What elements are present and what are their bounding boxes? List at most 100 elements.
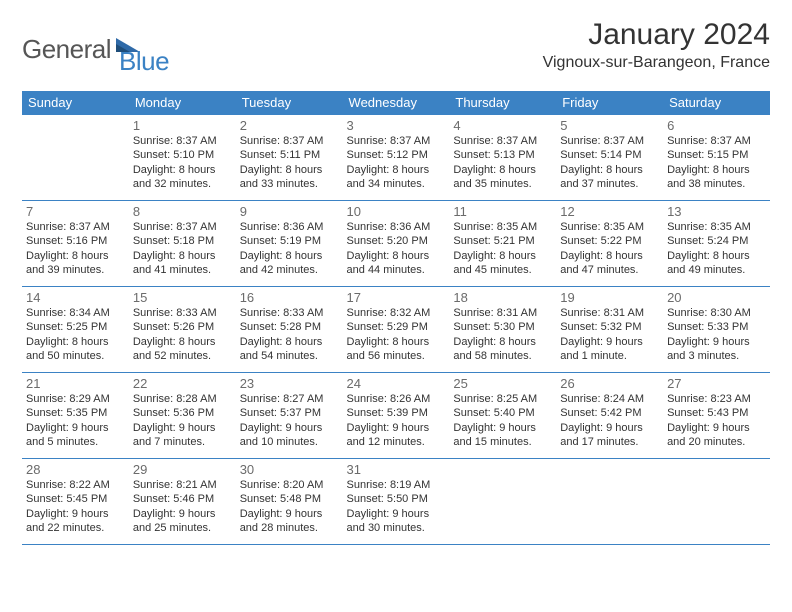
calendar-cell: 24Sunrise: 8:26 AMSunset: 5:39 PMDayligh… xyxy=(343,373,450,459)
sunset-line: Sunset: 5:16 PM xyxy=(26,234,125,248)
sunrise-line: Sunrise: 8:25 AM xyxy=(453,392,552,406)
calendar-cell xyxy=(22,115,129,201)
daylight-line: Daylight: 8 hours and 42 minutes. xyxy=(240,249,339,278)
sunrise-line: Sunrise: 8:33 AM xyxy=(133,306,232,320)
calendar-row: 14Sunrise: 8:34 AMSunset: 5:25 PMDayligh… xyxy=(22,287,770,373)
sunrise-line: Sunrise: 8:24 AM xyxy=(560,392,659,406)
sunset-line: Sunset: 5:48 PM xyxy=(240,492,339,506)
sunset-line: Sunset: 5:10 PM xyxy=(133,148,232,162)
daylight-line: Daylight: 9 hours and 12 minutes. xyxy=(347,421,446,450)
calendar-cell: 5Sunrise: 8:37 AMSunset: 5:14 PMDaylight… xyxy=(556,115,663,201)
day-number: 27 xyxy=(667,376,766,391)
daylight-line: Daylight: 8 hours and 56 minutes. xyxy=(347,335,446,364)
calendar-row: 1Sunrise: 8:37 AMSunset: 5:10 PMDaylight… xyxy=(22,115,770,201)
daylight-line: Daylight: 8 hours and 45 minutes. xyxy=(453,249,552,278)
sunset-line: Sunset: 5:43 PM xyxy=(667,406,766,420)
day-number: 14 xyxy=(26,290,125,305)
sunset-line: Sunset: 5:29 PM xyxy=(347,320,446,334)
day-number: 6 xyxy=(667,118,766,133)
sunrise-line: Sunrise: 8:33 AM xyxy=(240,306,339,320)
calendar-cell: 10Sunrise: 8:36 AMSunset: 5:20 PMDayligh… xyxy=(343,201,450,287)
day-number: 24 xyxy=(347,376,446,391)
sunset-line: Sunset: 5:35 PM xyxy=(26,406,125,420)
daylight-line: Daylight: 9 hours and 5 minutes. xyxy=(26,421,125,450)
day-number: 28 xyxy=(26,462,125,477)
day-number: 18 xyxy=(453,290,552,305)
sunrise-line: Sunrise: 8:27 AM xyxy=(240,392,339,406)
sunrise-line: Sunrise: 8:35 AM xyxy=(667,220,766,234)
daylight-line: Daylight: 8 hours and 33 minutes. xyxy=(240,163,339,192)
daylight-line: Daylight: 8 hours and 38 minutes. xyxy=(667,163,766,192)
calendar-row: 21Sunrise: 8:29 AMSunset: 5:35 PMDayligh… xyxy=(22,373,770,459)
day-number: 21 xyxy=(26,376,125,391)
sunrise-line: Sunrise: 8:37 AM xyxy=(240,134,339,148)
logo-word-general: General xyxy=(22,34,111,65)
location: Vignoux-sur-Barangeon, France xyxy=(543,54,770,72)
daylight-line: Daylight: 9 hours and 1 minute. xyxy=(560,335,659,364)
daylight-line: Daylight: 8 hours and 50 minutes. xyxy=(26,335,125,364)
calendar-cell: 31Sunrise: 8:19 AMSunset: 5:50 PMDayligh… xyxy=(343,459,450,545)
calendar-body: 1Sunrise: 8:37 AMSunset: 5:10 PMDaylight… xyxy=(22,115,770,545)
sunrise-line: Sunrise: 8:19 AM xyxy=(347,478,446,492)
daylight-line: Daylight: 8 hours and 44 minutes. xyxy=(347,249,446,278)
sunset-line: Sunset: 5:45 PM xyxy=(26,492,125,506)
day-number: 7 xyxy=(26,204,125,219)
sunrise-line: Sunrise: 8:37 AM xyxy=(133,220,232,234)
sunset-line: Sunset: 5:26 PM xyxy=(133,320,232,334)
daylight-line: Daylight: 9 hours and 3 minutes. xyxy=(667,335,766,364)
day-number: 16 xyxy=(240,290,339,305)
weekday-header: Thursday xyxy=(449,91,556,115)
daylight-line: Daylight: 9 hours and 7 minutes. xyxy=(133,421,232,450)
daylight-line: Daylight: 9 hours and 28 minutes. xyxy=(240,507,339,536)
sunrise-line: Sunrise: 8:21 AM xyxy=(133,478,232,492)
sunset-line: Sunset: 5:33 PM xyxy=(667,320,766,334)
daylight-line: Daylight: 9 hours and 22 minutes. xyxy=(26,507,125,536)
sunrise-line: Sunrise: 8:32 AM xyxy=(347,306,446,320)
calendar-cell: 29Sunrise: 8:21 AMSunset: 5:46 PMDayligh… xyxy=(129,459,236,545)
sunrise-line: Sunrise: 8:20 AM xyxy=(240,478,339,492)
sunset-line: Sunset: 5:30 PM xyxy=(453,320,552,334)
daylight-line: Daylight: 8 hours and 34 minutes. xyxy=(347,163,446,192)
calendar-cell: 22Sunrise: 8:28 AMSunset: 5:36 PMDayligh… xyxy=(129,373,236,459)
daylight-line: Daylight: 8 hours and 41 minutes. xyxy=(133,249,232,278)
sunrise-line: Sunrise: 8:36 AM xyxy=(347,220,446,234)
sunset-line: Sunset: 5:15 PM xyxy=(667,148,766,162)
calendar-cell: 21Sunrise: 8:29 AMSunset: 5:35 PMDayligh… xyxy=(22,373,129,459)
weekday-header: Friday xyxy=(556,91,663,115)
weekday-header: Tuesday xyxy=(236,91,343,115)
sunset-line: Sunset: 5:46 PM xyxy=(133,492,232,506)
sunrise-line: Sunrise: 8:34 AM xyxy=(26,306,125,320)
daylight-line: Daylight: 8 hours and 58 minutes. xyxy=(453,335,552,364)
calendar-cell: 28Sunrise: 8:22 AMSunset: 5:45 PMDayligh… xyxy=(22,459,129,545)
sunset-line: Sunset: 5:13 PM xyxy=(453,148,552,162)
daylight-line: Daylight: 8 hours and 39 minutes. xyxy=(26,249,125,278)
calendar-cell: 16Sunrise: 8:33 AMSunset: 5:28 PMDayligh… xyxy=(236,287,343,373)
daylight-line: Daylight: 8 hours and 54 minutes. xyxy=(240,335,339,364)
day-number: 20 xyxy=(667,290,766,305)
sunrise-line: Sunrise: 8:37 AM xyxy=(453,134,552,148)
sunset-line: Sunset: 5:25 PM xyxy=(26,320,125,334)
sunset-line: Sunset: 5:14 PM xyxy=(560,148,659,162)
day-number: 17 xyxy=(347,290,446,305)
sunset-line: Sunset: 5:37 PM xyxy=(240,406,339,420)
logo: General Blue xyxy=(22,22,169,77)
calendar-cell: 13Sunrise: 8:35 AMSunset: 5:24 PMDayligh… xyxy=(663,201,770,287)
day-number: 12 xyxy=(560,204,659,219)
day-number: 2 xyxy=(240,118,339,133)
calendar-cell: 4Sunrise: 8:37 AMSunset: 5:13 PMDaylight… xyxy=(449,115,556,201)
sunset-line: Sunset: 5:36 PM xyxy=(133,406,232,420)
day-number: 8 xyxy=(133,204,232,219)
calendar-cell: 20Sunrise: 8:30 AMSunset: 5:33 PMDayligh… xyxy=(663,287,770,373)
day-number: 9 xyxy=(240,204,339,219)
sunrise-line: Sunrise: 8:37 AM xyxy=(560,134,659,148)
calendar-cell: 23Sunrise: 8:27 AMSunset: 5:37 PMDayligh… xyxy=(236,373,343,459)
sunrise-line: Sunrise: 8:29 AM xyxy=(26,392,125,406)
day-number: 4 xyxy=(453,118,552,133)
daylight-line: Daylight: 8 hours and 35 minutes. xyxy=(453,163,552,192)
sunrise-line: Sunrise: 8:26 AM xyxy=(347,392,446,406)
calendar-cell: 7Sunrise: 8:37 AMSunset: 5:16 PMDaylight… xyxy=(22,201,129,287)
day-number: 22 xyxy=(133,376,232,391)
daylight-line: Daylight: 9 hours and 20 minutes. xyxy=(667,421,766,450)
sunset-line: Sunset: 5:28 PM xyxy=(240,320,339,334)
sunset-line: Sunset: 5:39 PM xyxy=(347,406,446,420)
